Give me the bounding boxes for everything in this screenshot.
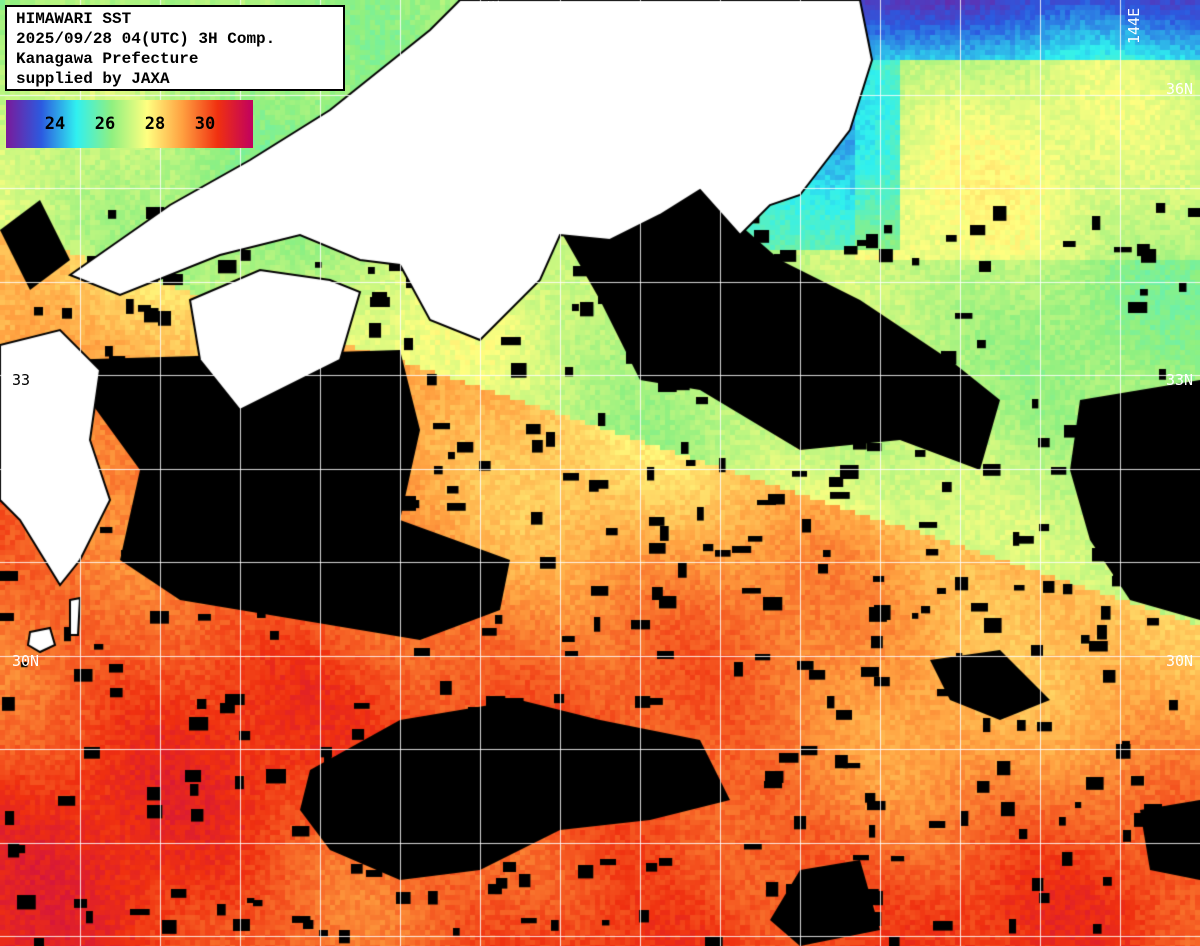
colorbar-tick: 26 [94,114,116,134]
colorbar: 24 26 28 30 [6,100,253,148]
title-datetime: 2025/09/28 04(UTC) 3H Comp. [16,30,276,48]
title-product: HIMAWARI SST [16,10,132,28]
lon-label-144e: 144E [1125,7,1143,44]
lat-label-30n-right: 30N [1166,652,1194,670]
lat-label-33-left: 33 [12,371,31,389]
colorbar-tick: 30 [194,114,216,134]
colorbar-tick: 24 [44,114,66,134]
title-box: HIMAWARI SST 2025/09/28 04(UTC) 3H Comp.… [5,5,345,91]
lat-label-30n-left: 30N [12,652,40,670]
lat-label-33n: 33N [1166,371,1194,389]
title-region: Kanagawa Prefecture [16,50,199,68]
title-credit: supplied by JAXA [16,70,170,88]
lon-label-136e: 136E [485,0,503,36]
colorbar-tick: 28 [144,114,166,134]
lat-label-36n: 36N [1166,80,1194,98]
